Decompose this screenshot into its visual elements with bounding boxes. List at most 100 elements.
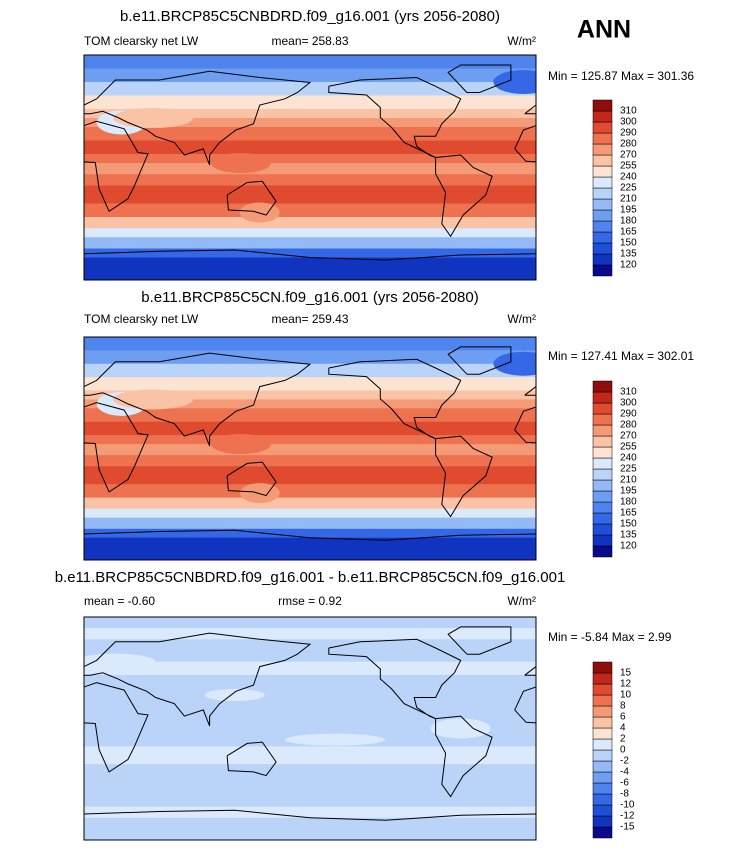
colorbar-label: 225 (620, 464, 637, 475)
map-band (84, 746, 536, 766)
map-patch (204, 689, 265, 702)
colorbar-box (592, 534, 613, 547)
colorbar-label: 310 (620, 106, 637, 117)
coastline (435, 715, 493, 798)
coastline (84, 120, 149, 213)
colorbar-label: -2 (620, 756, 629, 767)
colorbar-box (592, 738, 613, 751)
map-band (84, 82, 536, 97)
colorbar-label: 280 (620, 139, 637, 150)
map-patch (285, 733, 386, 746)
colorbar-label: 270 (620, 150, 637, 161)
colorbar-label: 300 (620, 398, 637, 409)
colorbar-box (592, 424, 613, 437)
map-band (84, 127, 536, 142)
colorbar-box (592, 457, 613, 470)
map-band (84, 408, 536, 423)
colorbar-label: 165 (620, 508, 637, 519)
map-band (84, 363, 536, 379)
colorbar-box (592, 716, 613, 729)
left-label: mean = -0.60 (84, 594, 155, 608)
coastline (0, 436, 40, 516)
map-band (84, 444, 536, 457)
colorbar-label: 0 (620, 745, 626, 756)
map-band (84, 154, 536, 164)
colorbar-label: 300 (620, 117, 637, 128)
map-band (84, 764, 536, 808)
colorbar-label: 6 (620, 712, 626, 723)
colorbar-box (592, 187, 613, 200)
map-band (84, 68, 536, 83)
colorbar-box (592, 253, 613, 266)
map-band (84, 806, 536, 819)
units: W/m² (507, 594, 536, 608)
units: W/m² (507, 312, 536, 326)
colorbar-label: 310 (620, 387, 637, 398)
colorbar-box (592, 727, 613, 740)
left-label: TOM clearsky net LW (84, 312, 199, 326)
coastline (84, 70, 312, 166)
colorbar-label: 120 (620, 260, 637, 271)
colorbar-box (592, 176, 613, 189)
coastline (0, 359, 9, 438)
colorbar-box (592, 264, 613, 277)
map-band (84, 237, 536, 250)
colorbar-label: 12 (620, 679, 632, 690)
map (84, 617, 536, 840)
colorbar-box (592, 523, 613, 536)
map-patch (113, 389, 194, 410)
colorbar-box (592, 468, 613, 481)
colorbar-box (592, 231, 613, 244)
map-band (84, 163, 536, 176)
map-band (84, 497, 536, 510)
coastline (328, 638, 462, 720)
coastline (309, 533, 536, 541)
colorbar-label: 195 (620, 486, 637, 497)
colorbar-box (592, 705, 613, 718)
colorbar-label: -6 (620, 778, 629, 789)
map-band (84, 109, 536, 119)
colorbar-box (592, 121, 613, 134)
min-max: Min = -5.84 Max = 2.99 (548, 630, 672, 644)
map-band (84, 217, 536, 230)
coastline (435, 435, 493, 518)
colorbar-box (592, 661, 613, 674)
coastline (0, 65, 59, 93)
coastline (447, 626, 512, 655)
colorbar-box (592, 826, 613, 839)
map-band (84, 174, 536, 187)
colorbar-label: 255 (620, 442, 637, 453)
coastline (0, 155, 40, 236)
colorbar-box (592, 198, 613, 211)
colorbar-label: 195 (620, 205, 637, 216)
map-band (84, 617, 536, 630)
map-band (84, 661, 536, 676)
coastline (328, 358, 462, 440)
map-band (84, 435, 536, 446)
map-patch (84, 653, 156, 670)
colorbar-label: 240 (620, 453, 637, 464)
colorbar-label: 135 (620, 249, 637, 260)
colorbar-label: 120 (620, 541, 637, 552)
coastline (84, 529, 311, 539)
coastline (679, 181, 728, 215)
coastline (84, 402, 149, 493)
map-patch (210, 434, 271, 455)
map-frame (83, 54, 537, 281)
coastline (226, 180, 277, 216)
colorbar-label: 290 (620, 128, 637, 139)
map-band (84, 95, 536, 110)
map (0, 337, 536, 560)
season-label: ANN (577, 16, 631, 44)
left-label: TOM clearsky net LW (84, 34, 199, 48)
colorbar-box (592, 380, 613, 393)
map-patch (493, 70, 536, 94)
map-band (84, 185, 536, 205)
colorbar-box (592, 771, 613, 784)
colorbar-box (592, 793, 613, 806)
map-band (84, 55, 536, 70)
map-patch (239, 202, 280, 223)
map-band (84, 390, 536, 401)
coastline (226, 741, 277, 777)
